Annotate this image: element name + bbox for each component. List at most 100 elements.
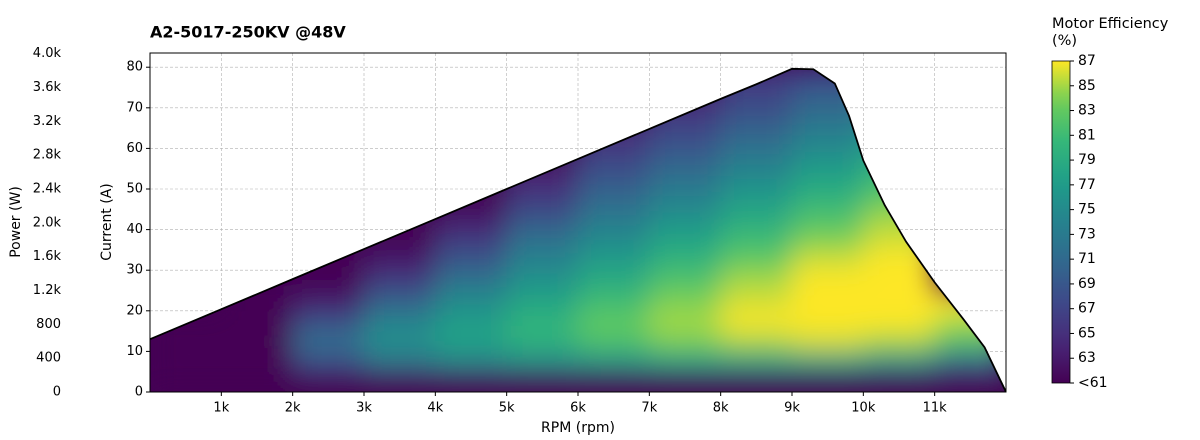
heat-cell — [292, 290, 365, 312]
heat-cell — [792, 209, 864, 231]
heat-cell — [720, 371, 793, 393]
heat-cell — [292, 351, 365, 373]
chart-title: A2-5017-250KV @48V — [150, 23, 346, 42]
heat-cell — [506, 310, 579, 332]
heat-cell — [863, 87, 936, 109]
heat-cell — [578, 351, 650, 373]
heat-cell — [578, 107, 650, 129]
heat-cell — [150, 371, 222, 393]
heat-cell — [364, 310, 436, 332]
heat-cell — [649, 107, 722, 129]
heat-cell — [649, 128, 722, 149]
heat-cell — [435, 371, 508, 393]
colorbar-tick-label: 69 — [1078, 276, 1096, 292]
heat-cell — [578, 270, 650, 292]
heat-cell — [792, 229, 864, 251]
colorbar-tick-label: 63 — [1078, 350, 1096, 366]
x-tick-label: 10k — [851, 401, 876, 416]
heat-cell — [578, 168, 650, 190]
colorbar-tick-label: 79 — [1078, 152, 1096, 168]
heat-cell — [578, 290, 650, 312]
heat-cell — [506, 249, 579, 271]
heat-cell — [506, 351, 579, 373]
heat-cell — [863, 270, 936, 292]
y-tick-label: 10 — [126, 344, 143, 359]
y-tick-label: 50 — [126, 182, 143, 197]
heat-cell — [649, 189, 722, 210]
heat-cell — [649, 249, 722, 271]
heat-cell — [435, 168, 508, 190]
heat-cell — [720, 351, 793, 373]
heat-cell — [578, 148, 650, 170]
heat-cell — [863, 209, 936, 231]
x-tick-label: 5k — [499, 401, 515, 416]
heat-cell — [506, 148, 579, 170]
heat-cell — [221, 331, 294, 352]
heat-cell — [863, 68, 936, 89]
y2-tick-label: 4.0k — [33, 46, 62, 61]
heat-cell — [649, 209, 722, 231]
y2-tick-label: 3.6k — [33, 80, 62, 95]
y2-tick-label: 400 — [36, 351, 61, 366]
x-tick-label: 2k — [285, 401, 301, 416]
heat-cell — [364, 270, 436, 292]
heat-cell — [649, 371, 722, 393]
heat-cell — [720, 209, 793, 231]
heat-cell — [649, 229, 722, 251]
heat-cell — [792, 270, 864, 292]
heat-cell — [364, 371, 436, 393]
heat-cell — [578, 371, 650, 393]
x-tick-label: 3k — [356, 401, 372, 416]
heat-cell — [863, 351, 936, 373]
heat-cell — [720, 128, 793, 149]
y2-tick-label: 800 — [36, 317, 61, 332]
heat-cell — [221, 371, 294, 393]
heat-cell — [792, 148, 864, 170]
colorbar-tick-label: 85 — [1078, 78, 1096, 94]
colorbar-tick-label: 73 — [1078, 226, 1096, 242]
heat-cell — [435, 290, 508, 312]
heat-cell — [720, 229, 793, 251]
colorbar-tick-label: <61 — [1078, 375, 1108, 391]
y2-tick-label: 2.8k — [33, 148, 62, 163]
heat-cell — [150, 331, 222, 352]
heat-cell — [792, 128, 864, 149]
y2-tick-label: 3.2k — [33, 114, 62, 129]
heat-cell — [720, 249, 793, 271]
heat-cell — [364, 229, 436, 251]
heat-cell — [578, 310, 650, 332]
y-tick-label: 70 — [126, 100, 143, 115]
y-tick-label: 40 — [126, 222, 143, 237]
heat-cell — [364, 331, 436, 352]
heat-cell — [506, 290, 579, 312]
heat-cell — [649, 168, 722, 190]
heat-cell — [934, 371, 1006, 393]
heat-cell — [649, 331, 722, 352]
heat-cell — [292, 310, 365, 332]
heat-cells — [150, 68, 1006, 393]
heat-cell — [792, 168, 864, 190]
y2-tick-label: 2.0k — [33, 215, 62, 230]
heat-cell — [720, 310, 793, 332]
colorbar-label: Motor Efficiency (%) — [1052, 16, 1169, 49]
y-tick-label: 20 — [126, 303, 143, 318]
x-axis-label: RPM (rpm) — [541, 420, 615, 436]
heat-cell — [720, 148, 793, 170]
heat-cell — [863, 189, 936, 210]
colorbar-tick-label: 77 — [1078, 177, 1096, 193]
heat-cell — [364, 189, 436, 210]
x-tick-label: 6k — [570, 401, 586, 416]
heat-cell — [792, 68, 864, 89]
heat-cell — [792, 87, 864, 109]
heat-cell — [435, 270, 508, 292]
heat-cell — [292, 229, 365, 251]
heat-cell — [364, 249, 436, 271]
heat-cell — [435, 249, 508, 271]
heat-cell — [720, 87, 793, 109]
x-tick-label: 8k — [713, 401, 729, 416]
y2-axis-label: Power (W) — [8, 186, 24, 258]
heat-cell — [506, 189, 579, 210]
heat-cell — [863, 310, 936, 332]
colorbar-tick-label: 87 — [1078, 53, 1096, 69]
heat-cell — [720, 270, 793, 292]
